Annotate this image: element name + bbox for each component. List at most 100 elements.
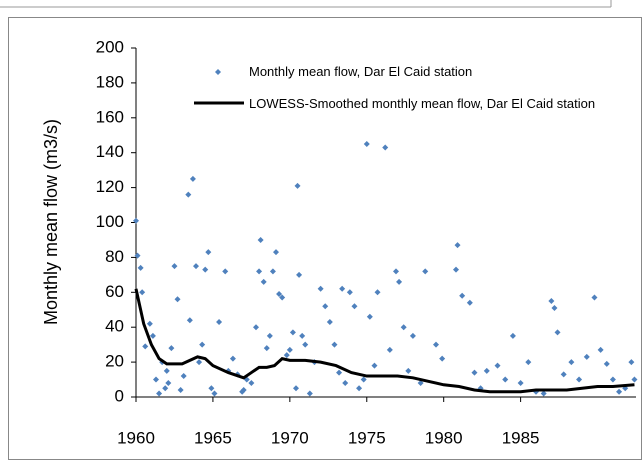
y-tick-label: 140 xyxy=(96,142,124,161)
data-point xyxy=(371,362,378,369)
data-point xyxy=(253,324,259,331)
data-point xyxy=(273,249,279,256)
data-point xyxy=(177,387,184,394)
x-tick-label: 1960 xyxy=(117,428,155,447)
data-point xyxy=(286,346,293,353)
data-point xyxy=(208,385,215,392)
data-point xyxy=(276,291,283,298)
data-point xyxy=(453,266,459,273)
data-point xyxy=(142,343,149,350)
data-point xyxy=(146,320,153,327)
data-point xyxy=(591,294,598,301)
data-point xyxy=(299,332,306,339)
data-point xyxy=(229,355,236,362)
data-point xyxy=(302,341,309,348)
data-point xyxy=(466,299,473,306)
data-point xyxy=(269,268,276,275)
data-point xyxy=(405,367,412,374)
x-tick-label: 1965 xyxy=(194,428,232,447)
x-tick-label: 1970 xyxy=(271,428,309,447)
data-point xyxy=(417,380,424,387)
data-point xyxy=(202,266,209,273)
y-tick-label: 160 xyxy=(96,107,124,126)
data-point xyxy=(483,367,490,374)
data-point xyxy=(339,285,346,292)
data-point xyxy=(551,305,558,312)
data-point xyxy=(628,359,635,366)
data-point xyxy=(494,362,501,369)
y-tick-label: 100 xyxy=(96,212,124,231)
data-point xyxy=(568,359,575,366)
y-tick-label: 0 xyxy=(115,386,124,405)
data-point xyxy=(386,346,393,353)
data-point xyxy=(240,387,247,394)
y-tick-label: 20 xyxy=(105,352,124,371)
y-axis-label: Monthly mean flow (m3/s) xyxy=(41,119,61,325)
x-tick-label: 1975 xyxy=(348,428,386,447)
data-point xyxy=(396,278,403,285)
data-point xyxy=(294,182,301,189)
data-point xyxy=(583,353,590,360)
y-tick-label: 80 xyxy=(105,247,124,266)
data-point xyxy=(351,303,358,310)
data-point xyxy=(363,140,370,147)
x-tick-label: 1985 xyxy=(502,428,540,447)
data-point xyxy=(196,359,203,366)
data-point xyxy=(502,376,509,383)
data-point xyxy=(293,385,299,392)
data-point xyxy=(289,329,296,336)
data-point xyxy=(279,294,286,301)
data-point xyxy=(296,271,303,278)
data-point xyxy=(326,318,333,325)
data-point xyxy=(186,317,193,324)
data-point xyxy=(257,236,264,243)
data-point xyxy=(459,292,466,299)
data-point xyxy=(149,332,156,339)
data-point xyxy=(306,390,313,397)
data-point xyxy=(322,303,329,310)
y-tick-label: 180 xyxy=(96,72,124,91)
y-tick-label: 120 xyxy=(96,177,124,196)
data-point xyxy=(400,324,407,331)
data-point xyxy=(266,332,273,339)
data-point xyxy=(133,217,139,224)
data-point xyxy=(525,359,532,366)
data-point xyxy=(317,285,324,292)
data-point xyxy=(137,264,144,271)
data-point xyxy=(393,268,399,275)
legend-entry: Monthly mean flow, Dar El Caid station xyxy=(249,64,473,79)
data-point xyxy=(174,296,181,303)
data-point xyxy=(540,390,547,397)
data-point xyxy=(576,376,583,383)
y-tick-label: 40 xyxy=(105,317,124,336)
data-point xyxy=(616,388,623,395)
data-point xyxy=(609,376,616,383)
data-point xyxy=(433,341,439,348)
data-point xyxy=(517,380,524,387)
data-point xyxy=(185,191,192,198)
data-point xyxy=(548,298,555,305)
data-point xyxy=(631,376,638,383)
legend-entry: LOWESS-Smoothed monthly mean flow, Dar E… xyxy=(249,96,596,111)
data-point xyxy=(454,242,461,249)
data-point xyxy=(199,341,206,348)
x-tick-label: 1980 xyxy=(425,428,463,447)
data-point xyxy=(134,252,141,259)
data-point xyxy=(139,289,146,296)
data-point xyxy=(171,263,178,270)
data-point xyxy=(554,329,561,336)
smoothed-line xyxy=(134,288,635,394)
data-point xyxy=(331,341,338,348)
data-point xyxy=(248,380,255,387)
data-point xyxy=(360,376,367,383)
data-point xyxy=(366,313,373,320)
data-point xyxy=(336,369,343,376)
data-point xyxy=(222,268,229,275)
data-point xyxy=(165,380,172,387)
data-point xyxy=(422,268,429,275)
legend-symbol xyxy=(215,69,221,75)
data-point xyxy=(216,318,223,325)
data-point xyxy=(409,332,416,339)
